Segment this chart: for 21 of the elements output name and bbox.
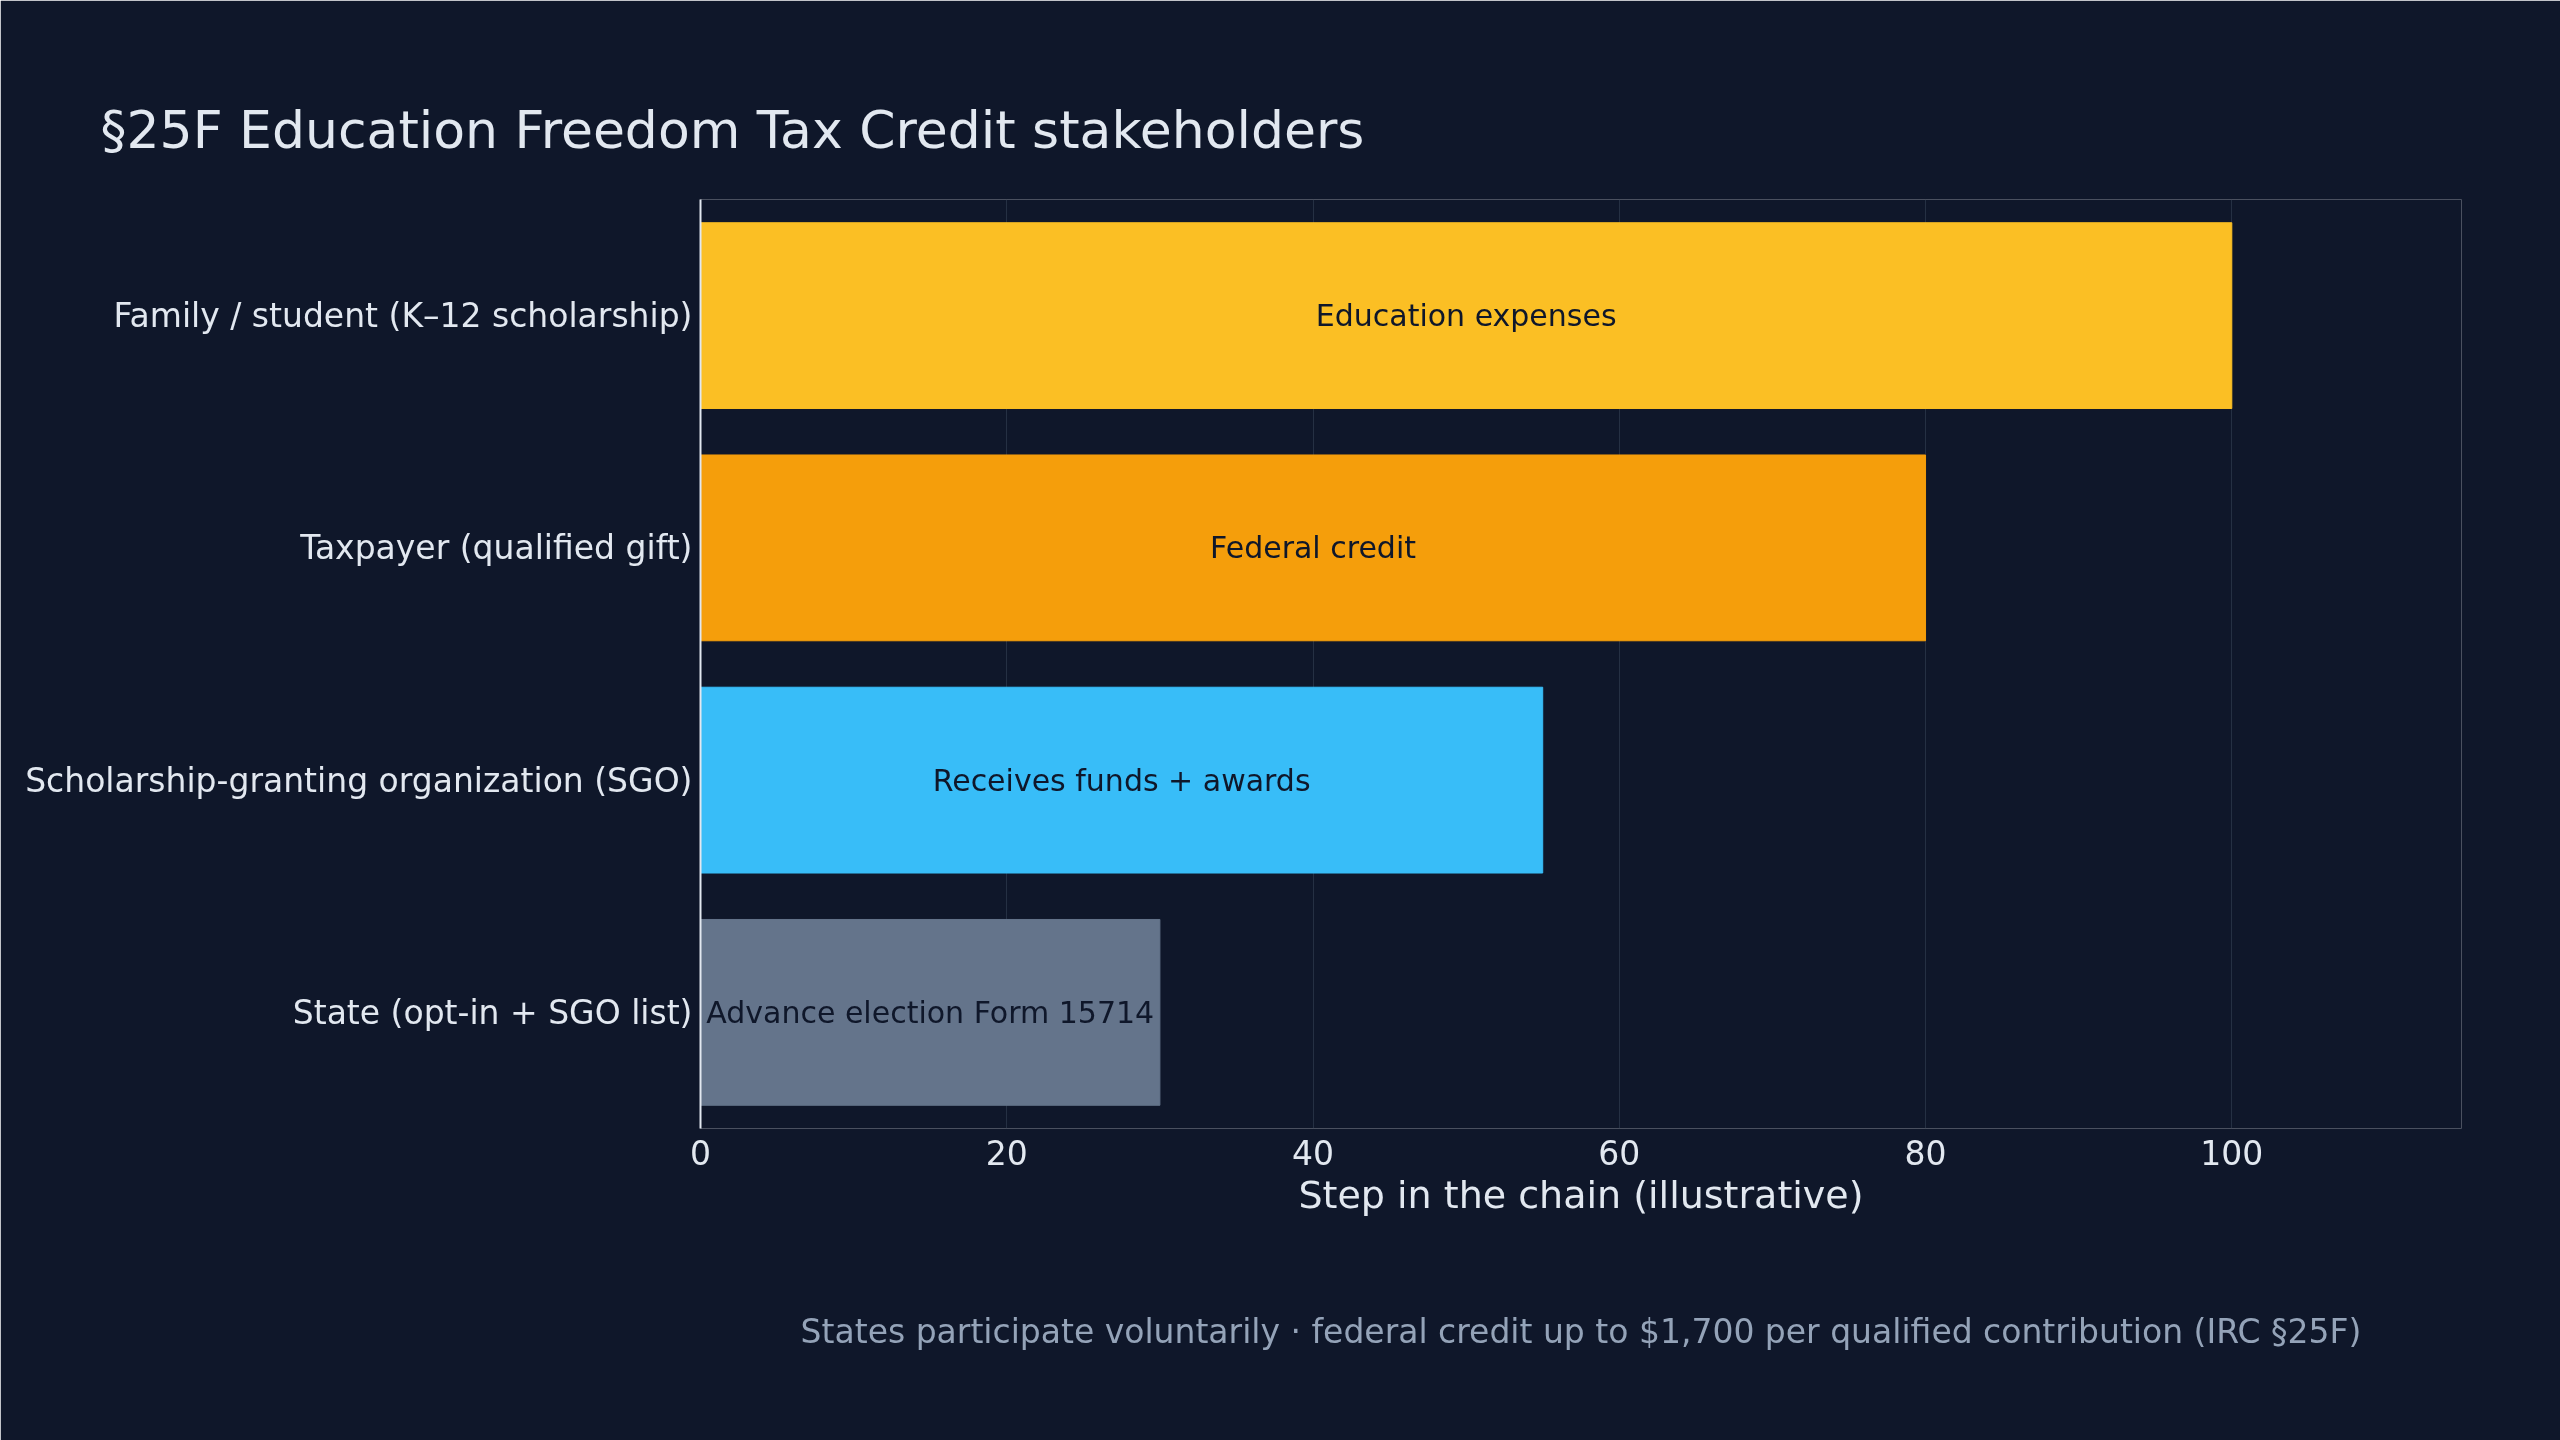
data-label: Advance election Form 15714 — [706, 994, 1155, 1030]
y-tick-label: Taxpayer (qualified gift) — [299, 528, 693, 568]
y-tick-label: State (opt-in + SGO list) — [292, 992, 693, 1032]
x-tick-label: 40 — [1292, 1133, 1335, 1173]
bar — [700, 686, 1544, 874]
data-label: Federal credit — [1210, 530, 1417, 566]
bar — [700, 454, 1927, 642]
x-tick-label: 20 — [985, 1133, 1028, 1173]
data-label: Education expenses — [1315, 298, 1617, 334]
y-tick-label: Scholarship-granting organization (SGO) — [25, 760, 693, 800]
x-tick-label: 0 — [690, 1133, 711, 1173]
text: States participate voluntarily · federal credit up to $1,700 per qualified contribution (IRC §25F) — [800, 1311, 2362, 1351]
chart-title: §25F Education Freedom Tax Credit stakeholders — [100, 99, 1365, 160]
data-label: Receives funds + awards — [932, 762, 1311, 798]
bar — [700, 222, 2233, 410]
x-tick-label: 100 — [2200, 1133, 2264, 1173]
x-tick-label: 60 — [1598, 1133, 1641, 1173]
bar — [700, 918, 1161, 1106]
y-tick-label: Family / student (K–12 scholarship) — [113, 296, 693, 336]
x-tick-label: 80 — [1904, 1133, 1947, 1173]
x-axis-title: Step in the chain (illustrative) — [1298, 1172, 1864, 1217]
